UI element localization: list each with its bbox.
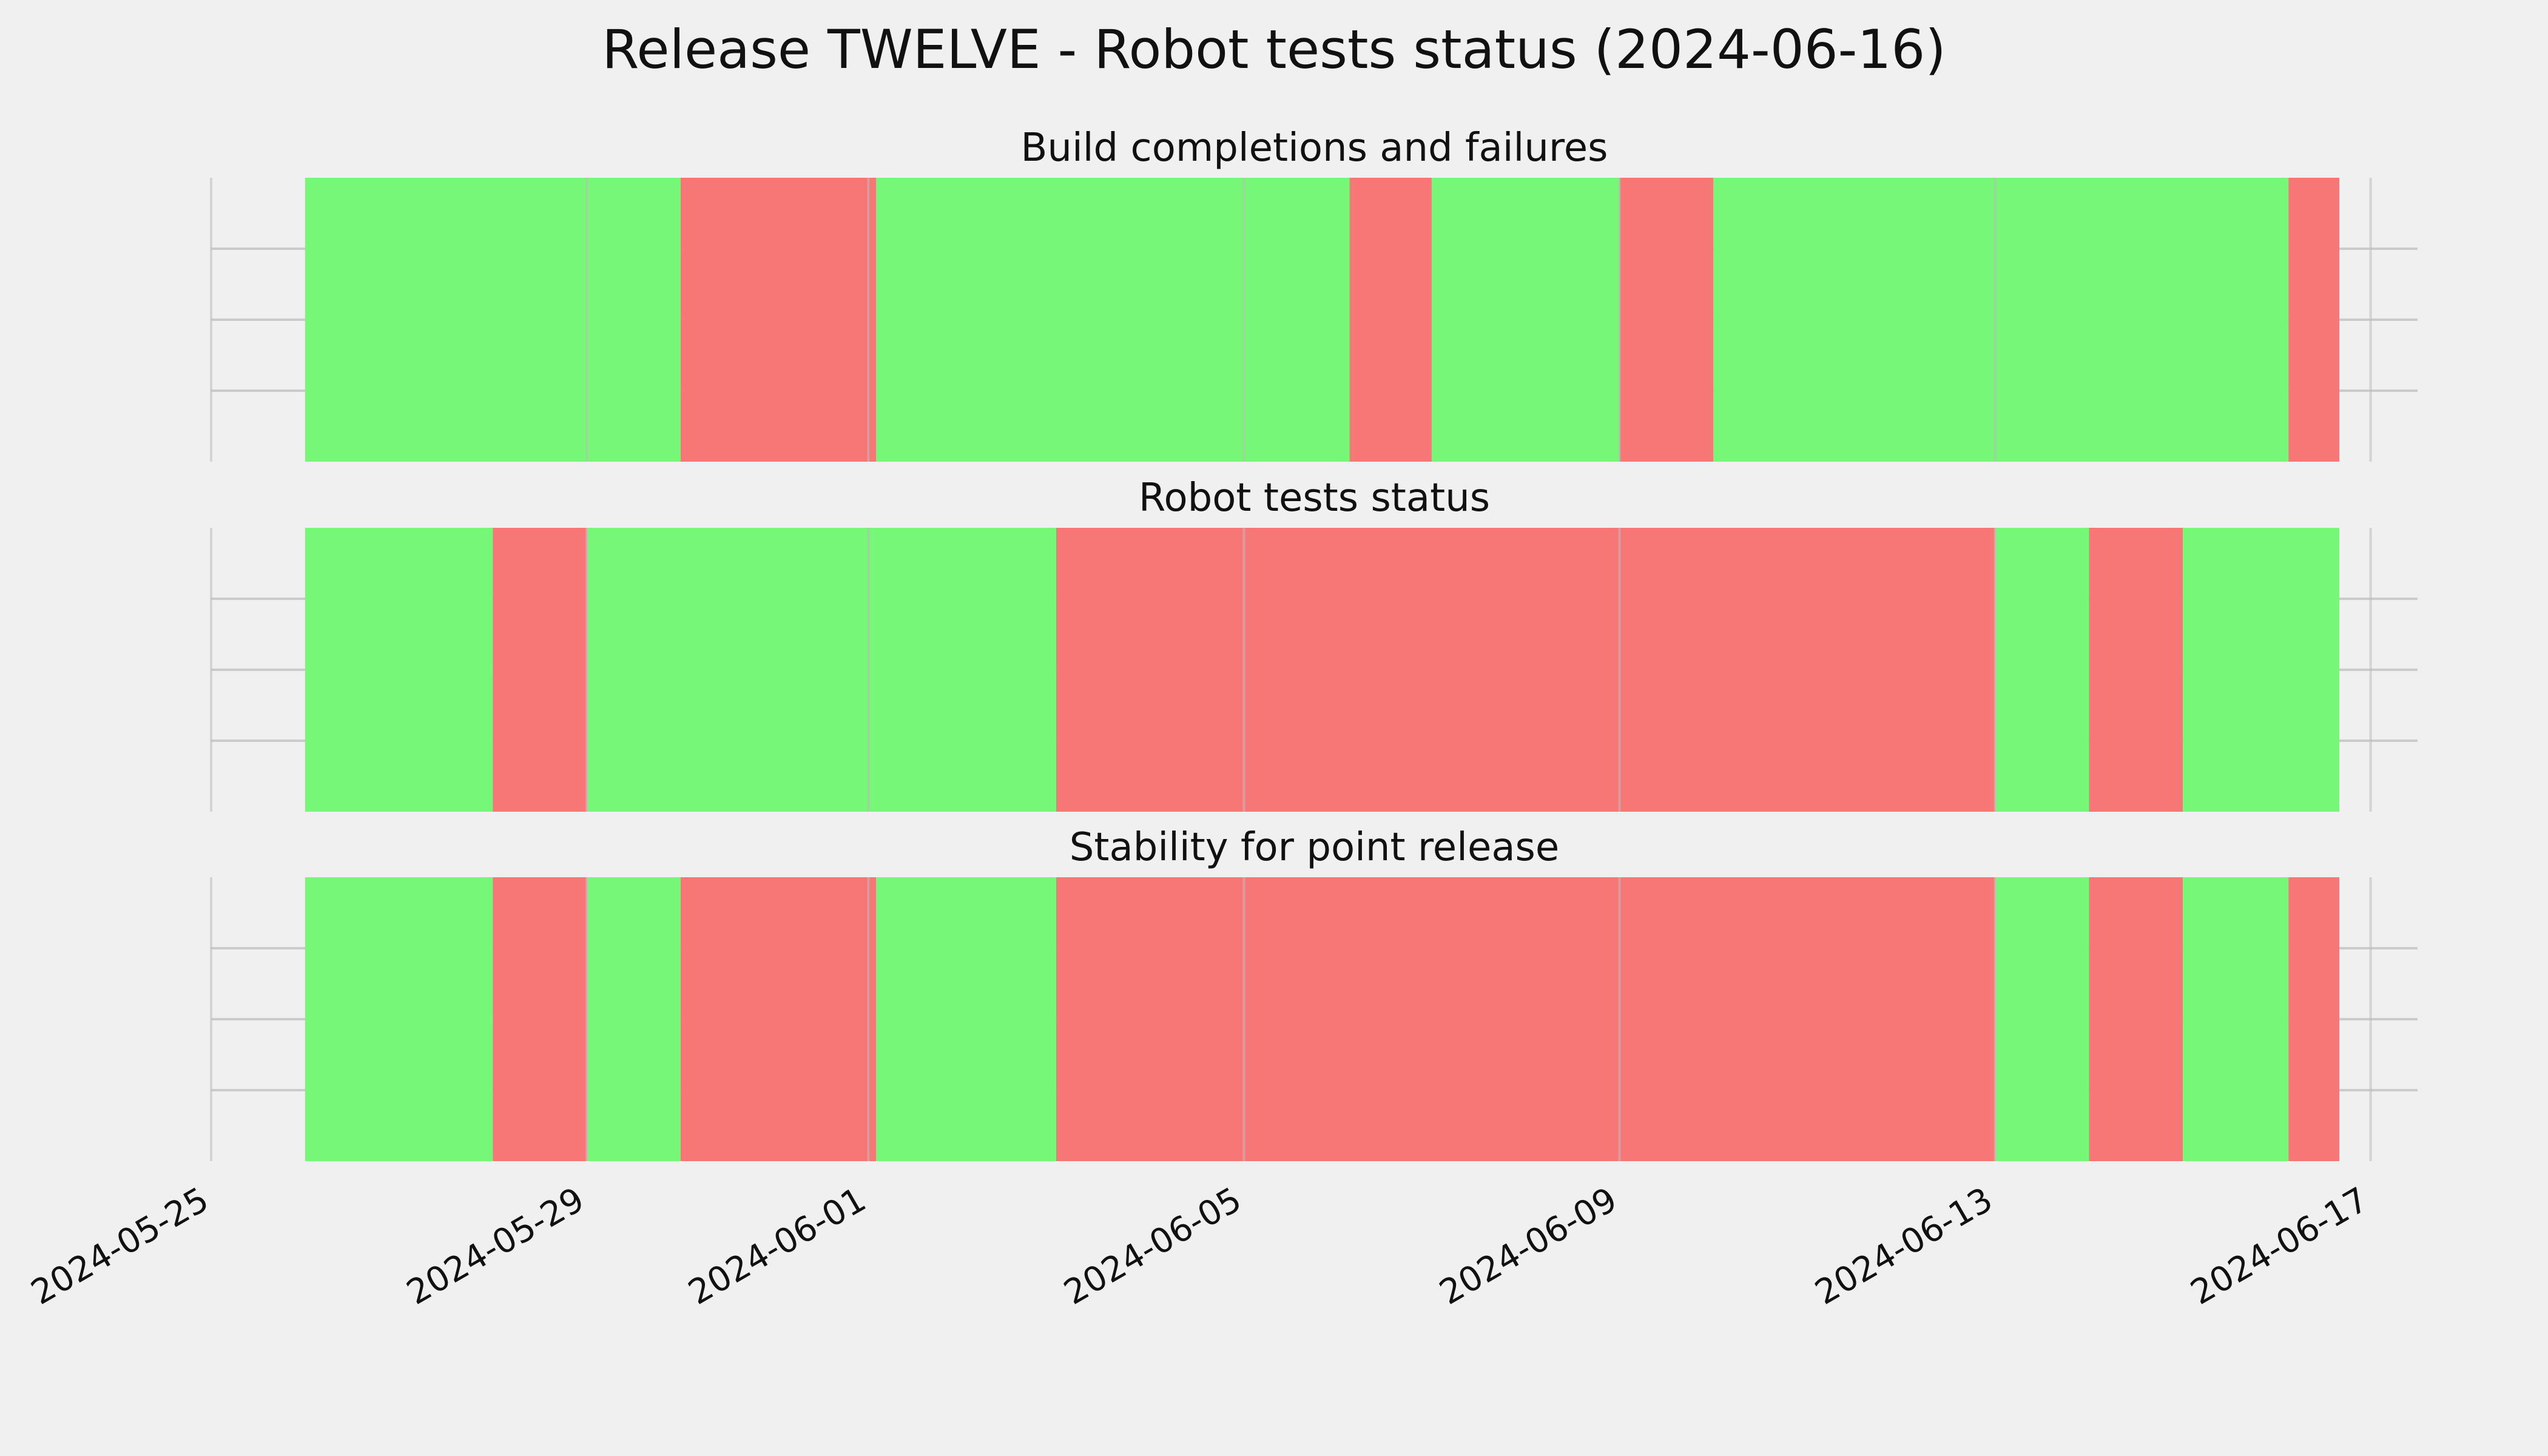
- segment-failure: [2288, 178, 2340, 462]
- segment-failure: [1349, 178, 1432, 462]
- panel-1: Build completions and failures: [210, 126, 2418, 462]
- segment-success: [1431, 178, 1620, 462]
- segment-success: [1995, 877, 2089, 1161]
- panels-layer: Build completions and failures Robot test…: [210, 126, 2418, 1161]
- segment-success: [305, 528, 493, 812]
- segment-failure: [680, 178, 877, 462]
- chart-title: Release TWELVE - Robot tests status (202…: [602, 18, 1946, 81]
- segment-success: [876, 877, 1056, 1161]
- segment-success: [587, 528, 1056, 812]
- segment-success: [2183, 877, 2289, 1161]
- segment-success: [1995, 528, 2089, 812]
- panel-title: Stability for point release: [1070, 825, 1560, 870]
- segment-failure: [493, 528, 587, 812]
- segment-success: [587, 877, 681, 1161]
- panel-title: Build completions and failures: [1021, 126, 1608, 170]
- segment-success: [305, 877, 493, 1161]
- panel-title: Robot tests status: [1139, 476, 1490, 521]
- segment-failure: [2288, 877, 2340, 1161]
- segment-success: [305, 178, 681, 462]
- segment-failure: [2089, 528, 2183, 812]
- segment-failure: [1056, 877, 1995, 1161]
- segment-success: [1713, 178, 2289, 462]
- segment-failure: [2089, 877, 2183, 1161]
- segment-success: [2183, 528, 2340, 812]
- panel-3: Stability for point release: [210, 825, 2418, 1161]
- segment-failure: [493, 877, 587, 1161]
- segment-failure: [1619, 178, 1714, 462]
- segment-failure: [680, 877, 877, 1161]
- segment-failure: [1056, 528, 1995, 812]
- panel-2: Robot tests status: [210, 476, 2418, 812]
- segment-success: [876, 178, 1350, 462]
